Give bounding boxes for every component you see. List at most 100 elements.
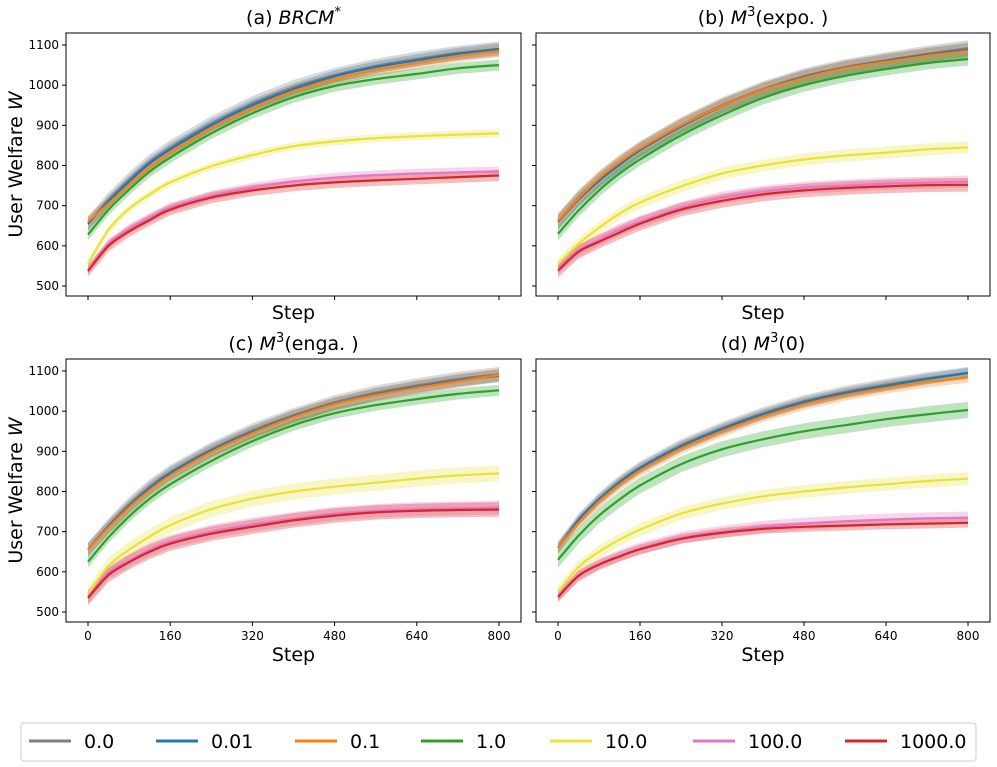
legend-label: 1.0	[476, 731, 506, 753]
y-tick-label: 1000	[28, 78, 59, 92]
y-tick-label: 600	[36, 565, 59, 579]
x-tick-label: 480	[793, 629, 816, 643]
x-axis-label: Step	[272, 302, 315, 324]
series-line-0.1	[87, 373, 500, 551]
series-line-1000.0	[87, 508, 500, 599]
legend-label: 0.01	[211, 731, 253, 753]
series-line-100.0	[87, 506, 500, 598]
y-tick-label: 800	[36, 159, 59, 173]
band-10.0	[88, 129, 499, 268]
legend-frame	[20, 722, 977, 762]
band-1000.0	[558, 178, 968, 278]
series-line-1.0	[87, 389, 500, 563]
band-1.0	[88, 59, 499, 241]
series-line-0.1	[557, 375, 969, 549]
x-tick-label: 800	[488, 629, 511, 643]
panel-3: 500 600 700 800 900 1000 1100 0 160 320 480 640 800 S…	[5, 331, 522, 666]
axes-frame	[65, 32, 522, 297]
panel-title: (b) M3(expo. )	[698, 5, 828, 29]
x-tick-label: 160	[629, 629, 652, 643]
series-line-1000.0	[557, 521, 969, 598]
series-line-1000.0	[557, 183, 969, 272]
band-1000.0	[558, 518, 968, 602]
band-0.01	[558, 42, 968, 229]
series-line-1.0	[557, 408, 969, 561]
legend: 0.0 0.01 0.1 1.0 10.0 100.0 1000.0	[20, 722, 977, 762]
x-tick-label: 0	[84, 629, 92, 643]
panel-title: (c) M3(enga. )	[228, 331, 358, 355]
x-tick-label: 320	[711, 629, 734, 643]
x-tick-label: 320	[241, 629, 264, 643]
x-tick-label: 800	[957, 629, 980, 643]
series-line-10.0	[87, 132, 500, 265]
band-0.1	[88, 368, 499, 557]
y-tick-label: 900	[36, 444, 59, 458]
x-tick-label: 640	[875, 629, 898, 643]
legend-item-0.1: 0.1	[295, 731, 380, 753]
y-tick-label: 500	[36, 279, 59, 293]
panel-title: (d) M3(0)	[721, 331, 806, 355]
series-line-100.0	[557, 180, 969, 269]
legend-label: 10.0	[605, 731, 647, 753]
y-tick-label: 500	[36, 605, 59, 619]
legend-label: 1000.0	[900, 731, 966, 753]
band-1000.0	[88, 169, 499, 277]
legend-label: 0.1	[350, 731, 380, 753]
axes-frame	[535, 358, 991, 623]
series-line-1.0	[557, 58, 969, 235]
legend-item-10.0: 10.0	[550, 731, 647, 753]
plot-area	[557, 367, 969, 602]
series-line-0.01	[87, 47, 500, 225]
y-tick-label: 900	[36, 118, 59, 132]
x-axis-label: Step	[741, 302, 784, 324]
legend-item-0.01: 0.01	[156, 731, 253, 753]
series-line-10.0	[557, 477, 969, 593]
axes-frame	[65, 358, 522, 623]
legend-label: 100.0	[748, 731, 802, 753]
x-axis-label: Step	[272, 644, 315, 666]
series-line-0.0	[87, 47, 500, 225]
x-tick-label: 640	[405, 629, 428, 643]
y-tick-label: 600	[36, 239, 59, 253]
series-line-0.01	[557, 371, 969, 549]
series-line-1000.0	[87, 174, 500, 272]
x-tick-label: 480	[323, 629, 346, 643]
panel-title: (a) BRCM*	[246, 5, 341, 29]
band-1.0	[88, 384, 499, 568]
axes-frame	[535, 32, 991, 297]
series-line-0.1	[557, 49, 969, 222]
y-tick-label: 800	[36, 485, 59, 499]
y-tick-label: 1100	[28, 38, 59, 52]
y-tick-label: 700	[36, 525, 59, 539]
y-axis-label: User Welfare W	[5, 416, 27, 563]
band-10.0	[558, 141, 968, 270]
series-line-1.0	[87, 64, 500, 236]
series-line-0.1	[87, 49, 500, 223]
legend-item-1000.0: 1000.0	[845, 731, 966, 753]
legend-item-100.0: 100.0	[693, 731, 802, 753]
series-line-10.0	[557, 146, 969, 265]
legend-label: 0.0	[84, 731, 114, 753]
band-0.0	[558, 40, 968, 230]
band-10.0	[88, 465, 499, 602]
panel-1: 500 600 700 800 900 1000 1100 Step User Welfare …	[5, 5, 522, 324]
y-tick-label: 1000	[28, 404, 59, 418]
x-tick-label: 160	[159, 629, 182, 643]
plot-area	[87, 367, 500, 606]
panels: 500 600 700 800 900 1000 1100 Step User Welfare …	[5, 5, 991, 666]
panel-2: Step (b) M3(expo. )	[532, 5, 991, 324]
x-axis-label: Step	[741, 644, 784, 666]
legend-items: 0.0 0.01 0.1 1.0 10.0 100.0 1000.0	[29, 731, 966, 753]
plot-area	[557, 40, 969, 278]
band-10.0	[558, 472, 968, 599]
band-0.0	[88, 367, 499, 557]
plot-area	[87, 41, 500, 277]
series-line-100.0	[87, 170, 500, 271]
band-1000.0	[88, 502, 499, 606]
panel-4: 0 160 320 480 640 800 Step (d) M3(0)	[532, 331, 991, 666]
x-tick-label: 0	[554, 629, 562, 643]
series-line-0.0	[87, 373, 500, 551]
y-axis-label: User Welfare W	[5, 90, 27, 237]
y-tick-label: 700	[36, 199, 59, 213]
